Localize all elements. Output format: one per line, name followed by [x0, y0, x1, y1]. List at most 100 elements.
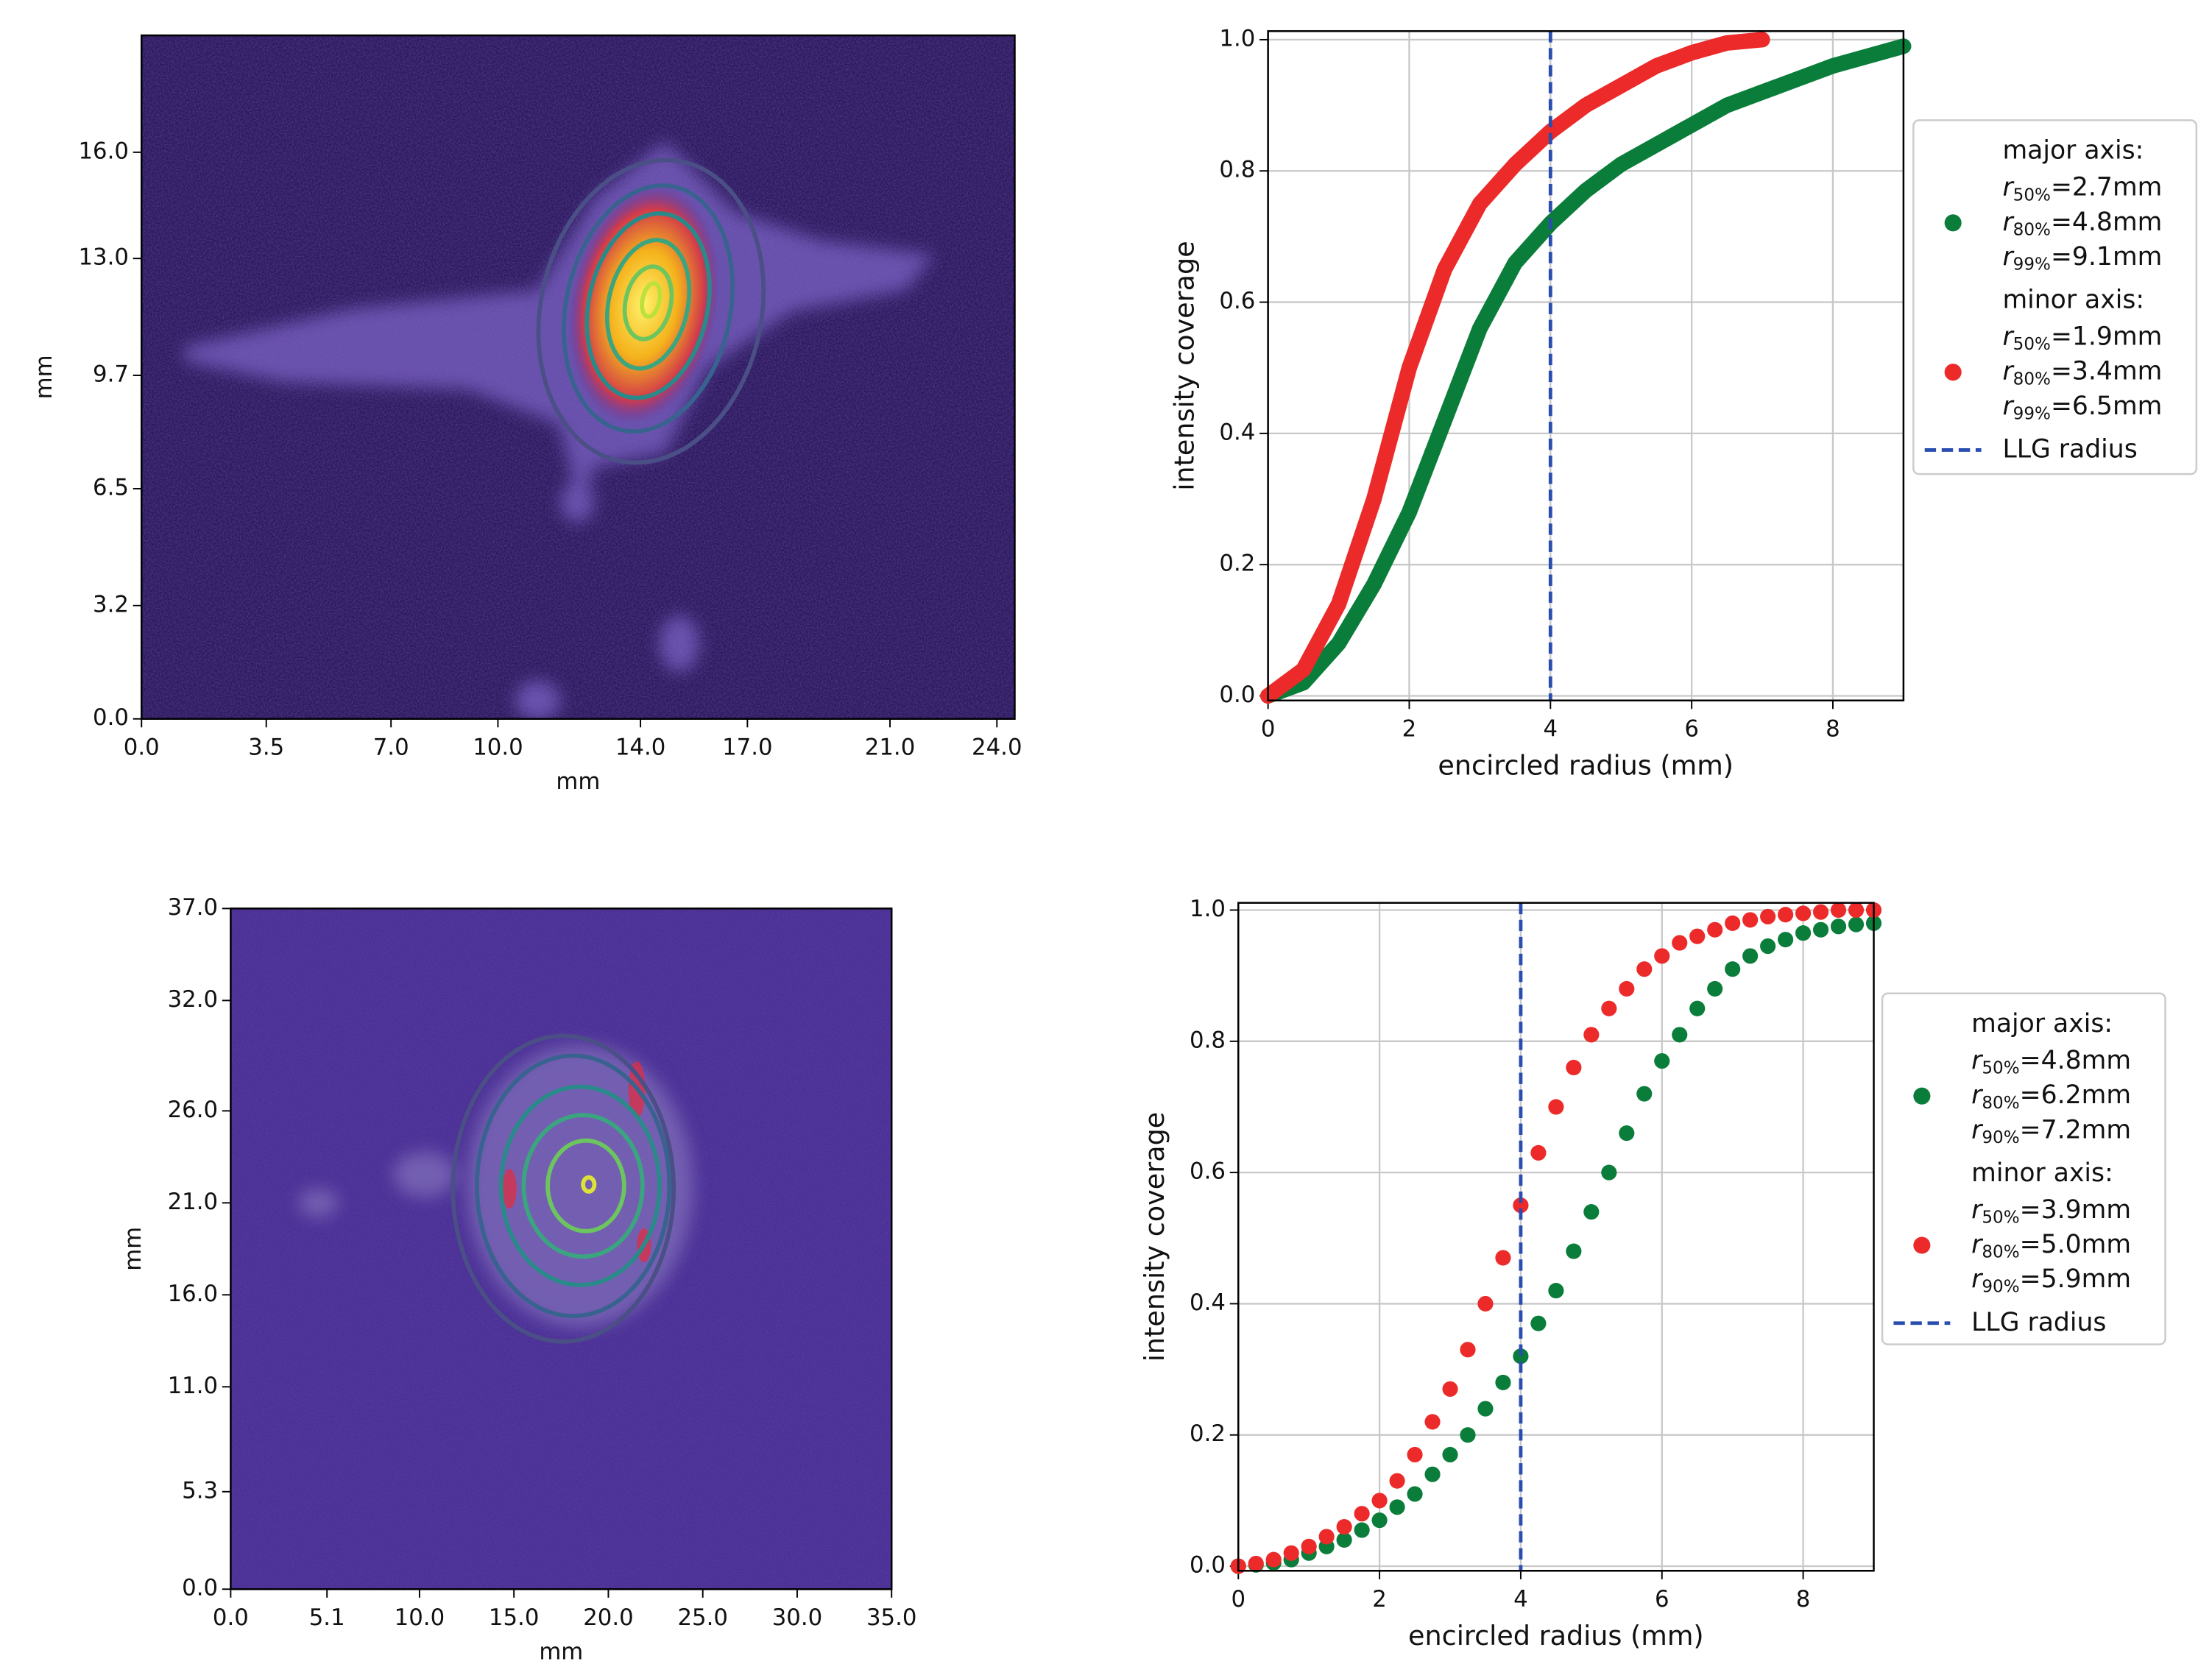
x-tick-label: 6	[1684, 716, 1699, 743]
legend-subscript: 50%	[1982, 1208, 2019, 1227]
data-point	[1248, 1555, 1264, 1572]
legend-text: =4.8mm	[2020, 1046, 2131, 1075]
y-tick-label: 0.2	[1219, 551, 1255, 577]
y-axis-label: intensity coverage	[1139, 1112, 1170, 1362]
legend-text: =7.2mm	[2020, 1115, 2131, 1144]
data-point	[1442, 1381, 1458, 1397]
data-point	[1689, 1000, 1706, 1016]
data-point	[1583, 1027, 1600, 1043]
legend-text: =5.9mm	[2020, 1264, 2131, 1294]
data-point	[1778, 907, 1794, 923]
data-point	[1371, 1512, 1388, 1529]
data-point	[1424, 1466, 1441, 1482]
data-point	[1513, 1348, 1529, 1365]
y-tick-label: 16.0	[168, 1281, 218, 1307]
y-tick-label: 1.0	[1219, 25, 1255, 52]
y-tick-label: 0.0	[93, 704, 129, 731]
y-tick-label: 1.0	[1190, 896, 1226, 922]
data-point	[1636, 1086, 1653, 1102]
data-point	[1354, 1506, 1370, 1522]
legend-label: r99%=6.5mm	[2002, 392, 2162, 423]
data-point	[1812, 921, 1829, 938]
legend-symbol: r	[1971, 1080, 1984, 1110]
data-point	[1318, 1529, 1335, 1545]
x-axis-label: mm	[539, 1638, 583, 1665]
legend-label: r90%=7.2mm	[1971, 1115, 2131, 1147]
legend-label: r50%=1.9mm	[2002, 322, 2162, 354]
legend-text: =1.9mm	[2051, 322, 2162, 352]
data-point	[1389, 1473, 1405, 1489]
data-point	[1742, 912, 1759, 928]
legend-label: r80%=4.8mm	[2002, 208, 2162, 239]
x-tick-label: 2	[1372, 1586, 1387, 1613]
data-point	[1689, 928, 1706, 944]
data-line	[1260, 38, 1912, 704]
legend-marker	[1944, 364, 1962, 381]
data-point	[1566, 1059, 1582, 1076]
data-point	[1336, 1532, 1352, 1548]
legend-symbol: r	[1971, 1264, 1984, 1294]
x-tick-label: 7.0	[373, 735, 409, 761]
legend-label: minor axis:	[2002, 286, 2144, 315]
data-point	[1778, 932, 1794, 948]
y-tick-label: 32.0	[168, 986, 218, 1013]
legend-text: =9.1mm	[2051, 242, 2162, 272]
legend-box	[1881, 992, 2166, 1345]
x-tick-label: 8	[1826, 716, 1840, 743]
data-point	[1795, 905, 1812, 921]
y-tick-label: 3.2	[93, 591, 129, 617]
data-point	[1265, 1551, 1282, 1568]
legend-symbol: r	[1971, 1195, 1984, 1225]
legend-subscript: 50%	[2013, 185, 2051, 205]
data-point	[1601, 1164, 1617, 1181]
data-point	[1848, 916, 1865, 932]
data-point	[1424, 1414, 1441, 1430]
x-tick-label: 15.0	[489, 1604, 539, 1631]
x-tick-label: 4	[1513, 1586, 1528, 1613]
plot-frame	[1267, 30, 1905, 702]
data-point	[1530, 1315, 1547, 1331]
legend-marker	[1913, 1236, 1931, 1254]
x-tick-label: 21.0	[865, 735, 915, 761]
x-tick-label: 17.0	[722, 735, 772, 761]
y-tick-label: 13.0	[78, 244, 128, 271]
data-point	[1477, 1401, 1494, 1417]
data-point	[1495, 1250, 1511, 1266]
x-tick-label: 2	[1402, 716, 1417, 743]
y-tick-label: 9.7	[93, 361, 129, 388]
legend-text: =3.9mm	[2020, 1195, 2131, 1225]
legend-label: major axis:	[1971, 1009, 2113, 1038]
data-point	[1848, 902, 1865, 919]
y-tick-label: 26.0	[168, 1097, 218, 1123]
heatmap-image	[141, 35, 1015, 719]
legend-label: r50%=3.9mm	[1971, 1195, 2131, 1227]
data-point	[1725, 915, 1741, 931]
x-axis-label: encircled radius (mm)	[1408, 1620, 1704, 1652]
y-tick-label: 11.0	[168, 1373, 218, 1399]
legend-label: LLG radius	[2002, 434, 2137, 464]
data-point	[1477, 1295, 1494, 1312]
data-point	[1389, 1499, 1405, 1515]
y-tick-label: 0.0	[1219, 682, 1255, 708]
legend-text: =2.7mm	[2051, 173, 2162, 202]
y-tick-label: 21.0	[168, 1189, 218, 1215]
y-axis-label: intensity coverage	[1169, 241, 1201, 490]
heatmap-image	[230, 908, 892, 1590]
x-tick-label: 24.0	[972, 735, 1022, 761]
legend-subscript: 50%	[2013, 335, 2051, 354]
legend-subscript: 90%	[1982, 1277, 2019, 1296]
legend-subscript: 99%	[2013, 404, 2051, 423]
data-point	[1495, 1374, 1511, 1390]
x-tick-label: 4	[1544, 716, 1558, 743]
legend-text: =3.4mm	[2051, 357, 2162, 386]
data-point	[1830, 919, 1847, 935]
data-point	[1601, 1000, 1617, 1016]
data-point	[1566, 1243, 1582, 1259]
x-axis-label: encircled radius (mm)	[1438, 750, 1734, 782]
legend-label: minor axis:	[1971, 1158, 2113, 1188]
x-tick-label: 5.1	[309, 1604, 345, 1631]
y-tick-label: 0.6	[1190, 1158, 1226, 1185]
data-point	[1460, 1427, 1476, 1443]
y-axis-label: mm	[31, 355, 57, 399]
legend-subscript: 80%	[2013, 369, 2051, 389]
